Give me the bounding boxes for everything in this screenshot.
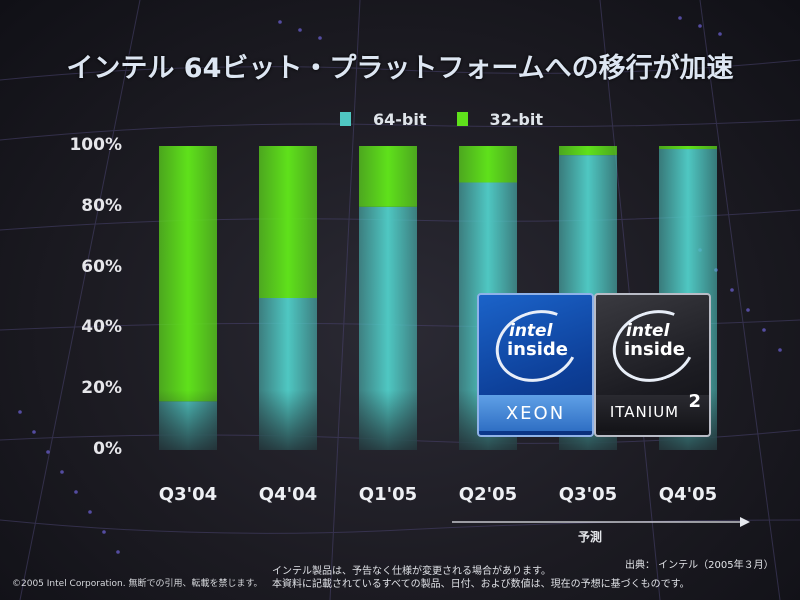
bar-32bit-3: [459, 146, 517, 183]
bar-32bit-0: [159, 146, 217, 402]
legend-item-32bit: 32-bit: [456, 109, 544, 129]
x-tick-label: Q4'04: [258, 484, 318, 505]
xeon-logo-intel-text: intel: [509, 321, 553, 341]
copyright: ©2005 Intel Corporation. 無断での引用、転載を禁じます。: [12, 579, 263, 589]
x-tick-label: Q2'05: [458, 484, 518, 505]
source-note: 出典： インテル（2005年３月）: [625, 560, 774, 571]
bar-base-fade-2: [359, 390, 417, 450]
legend-label-32bit: 32-bit: [489, 109, 544, 129]
itanium2-logo-band: [596, 395, 709, 431]
forecast-label: 予測: [578, 530, 603, 544]
bar-32bit-2: [359, 146, 417, 207]
x-tick-label: Q1'05: [358, 484, 418, 505]
legend-item-64bit: 64-bit: [340, 110, 427, 129]
y-tick-label: 60%: [81, 256, 122, 277]
bar-base-fade-0: [159, 390, 217, 450]
itanium2-logo-superscript: 2: [688, 391, 701, 412]
xeon-logo-name: XEON: [505, 403, 566, 424]
itanium2-logo-name: ITANIUM: [609, 403, 680, 421]
y-tick-label: 40%: [81, 317, 122, 338]
chart-title: インテル 64ビット・プラットフォームへの移行が加速: [66, 53, 734, 84]
legend-label-64bit: 64-bit: [373, 109, 427, 129]
xeon-logo-band: [479, 395, 592, 431]
x-tick-label: Q3'05: [558, 484, 618, 505]
bar-base-fade-1: [259, 390, 317, 450]
xeon-logo-inside-text: inside: [507, 339, 568, 360]
x-tick-label: Q4'05: [658, 484, 718, 505]
y-tick-label: 100%: [69, 135, 122, 155]
itanium2-logo: intel inside ITANIUM 2: [594, 293, 711, 437]
y-tick-label: 0%: [93, 439, 122, 459]
y-tick-label: 80%: [81, 195, 122, 216]
itanium2-logo-intel-text: intel: [626, 321, 670, 341]
itanium2-logo-inside-text: inside: [624, 339, 685, 360]
bar-32bit-4: [559, 146, 617, 156]
legend-swatch-64bit: [340, 112, 351, 126]
disclaimer-line-1: インテル製品は、予告なく仕様が変更される場合があります。: [272, 566, 551, 577]
xeon-logo: intel inside XEON: [477, 293, 594, 437]
bar-32bit-1: [259, 146, 317, 298]
legend: 64-bit 32-bit: [340, 108, 573, 130]
legend-swatch-32bit: [456, 112, 468, 126]
disclaimer-line-2: 本資料に記載されているすべての製品、日付、および数値は、現在の予想に基づくもので…: [272, 579, 690, 590]
y-tick-label: 20%: [81, 378, 122, 399]
x-tick-label: Q3'04: [158, 484, 218, 505]
bar-32bit-5: [659, 146, 717, 150]
